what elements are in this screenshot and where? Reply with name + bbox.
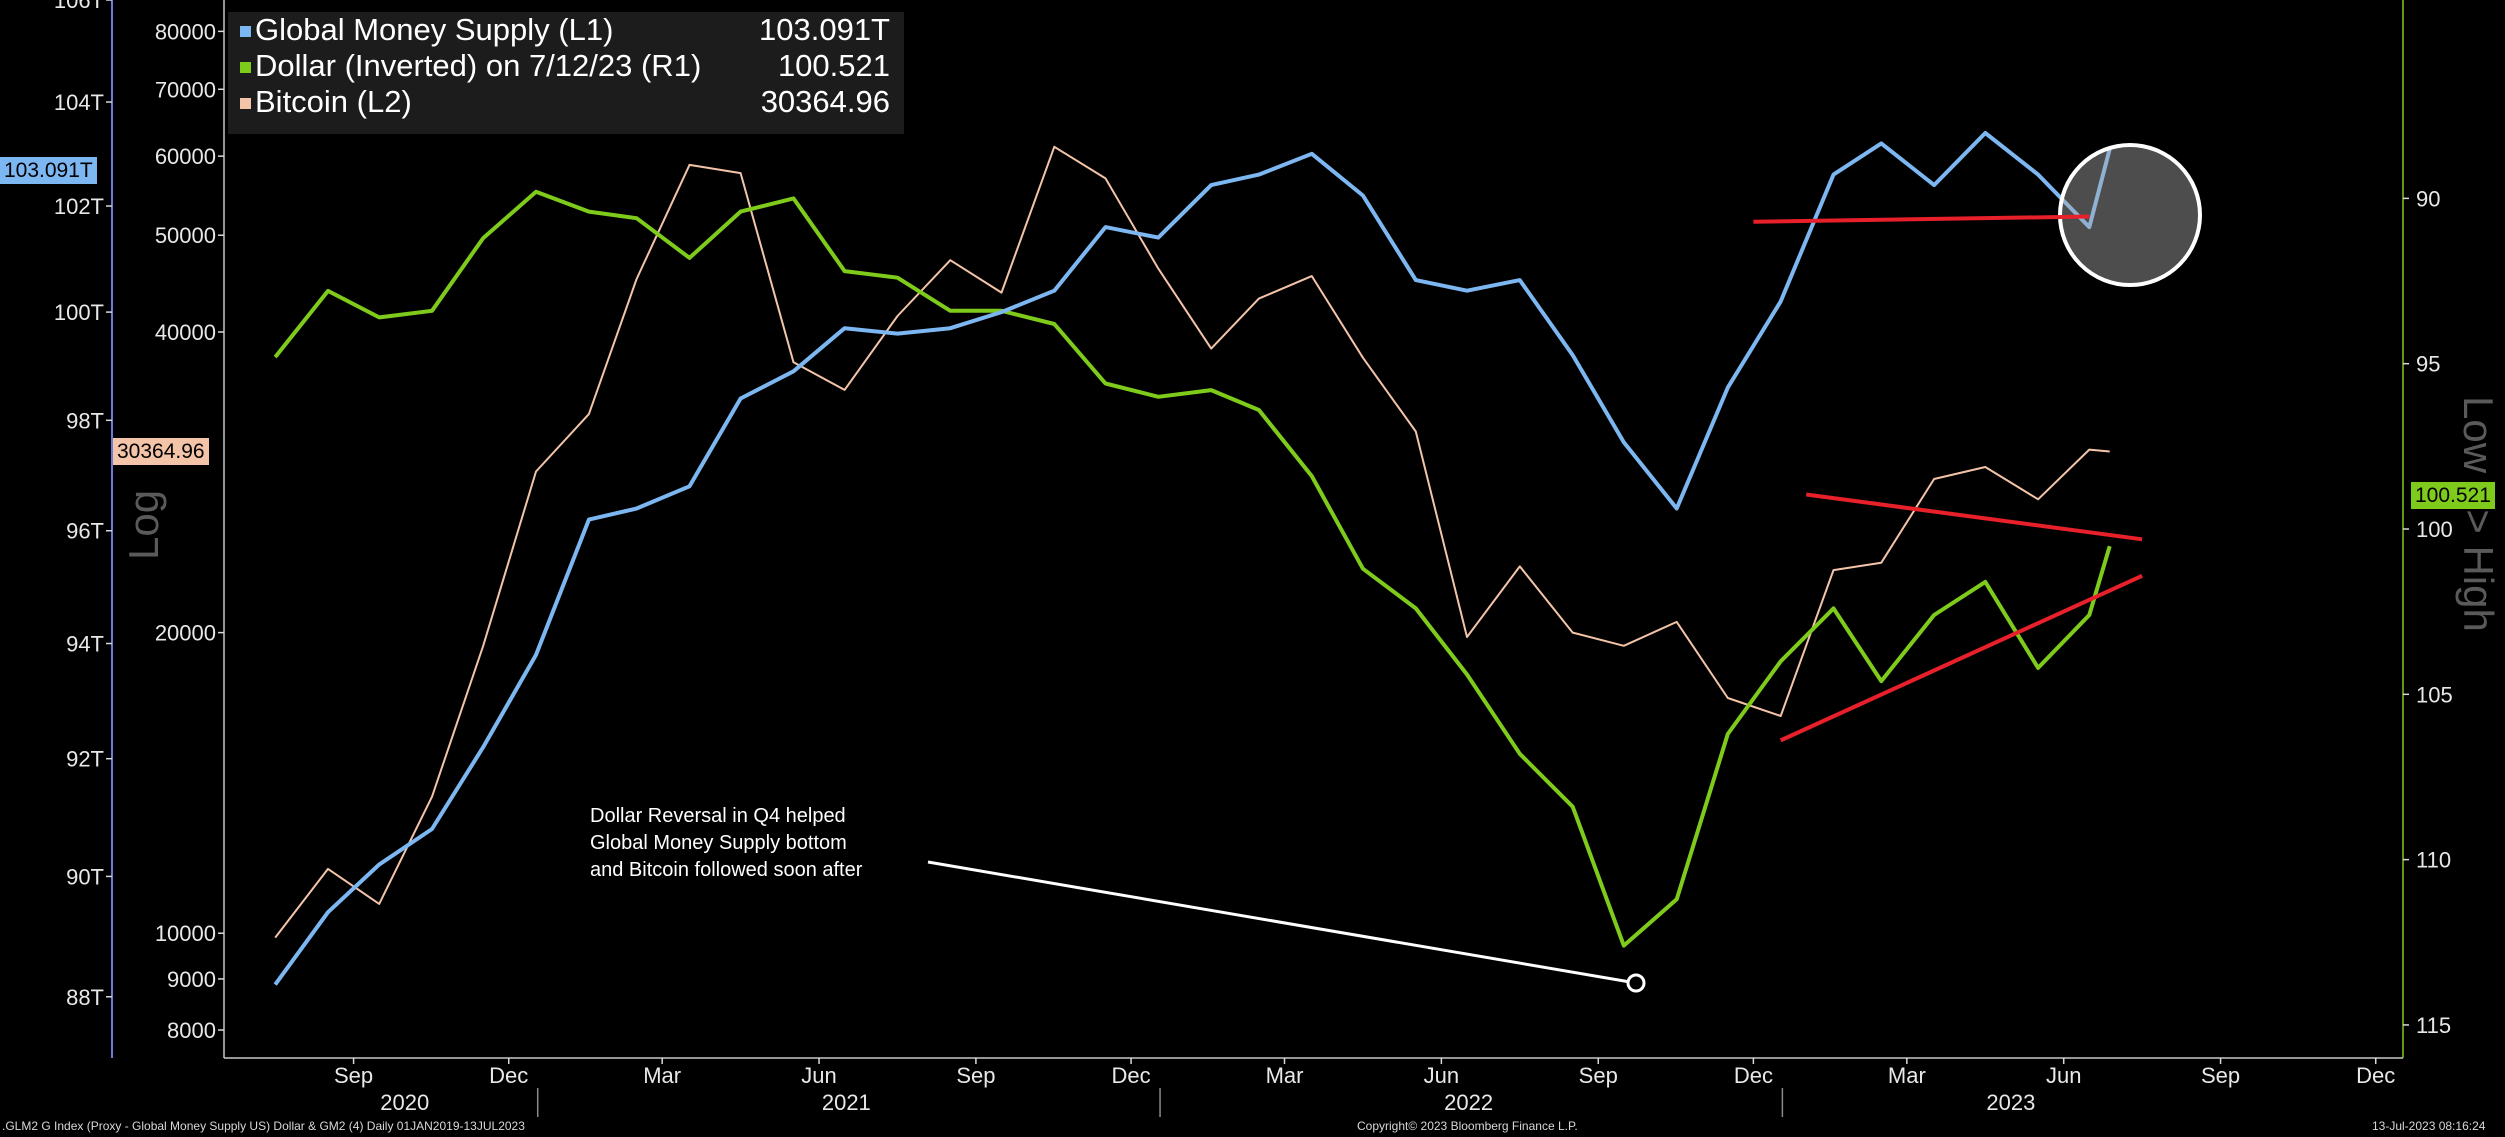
l2-tick-label: 40000 bbox=[155, 320, 216, 345]
x-tick-label: Mar bbox=[643, 1063, 681, 1088]
legend-value: 30364.96 bbox=[760, 84, 890, 119]
l2-tick-label: 50000 bbox=[155, 223, 216, 248]
legend-label: Dollar (Inverted) on 7/12/23 (R1) bbox=[255, 48, 702, 83]
legend-swatch bbox=[240, 62, 251, 73]
money-supply-value-flag: 103.091T bbox=[0, 157, 97, 184]
legend: Global Money Supply (L1) 103.091T Dollar… bbox=[228, 12, 904, 134]
x-tick-label: Sep bbox=[1579, 1063, 1618, 1088]
r1-tick-label: 100 bbox=[2416, 517, 2453, 542]
x-tick-label: Mar bbox=[1888, 1063, 1926, 1088]
footer-source: .GLM2 G Index (Proxy - Global Money Supp… bbox=[2, 1119, 525, 1133]
l1-tick-label: 102T bbox=[54, 194, 104, 219]
r1-tick-label: 110 bbox=[2416, 848, 2451, 873]
r1-tick-group: 90 95 100 105 110 115 bbox=[2403, 186, 2453, 1038]
legend-label: Global Money Supply (L1) bbox=[255, 12, 614, 47]
legend-item-money-supply: Global Money Supply (L1) 103.091T bbox=[228, 12, 904, 48]
overlay-group bbox=[927, 143, 2202, 993]
l2-tick-label: 9000 bbox=[167, 967, 216, 992]
l2-tick-label: 20000 bbox=[155, 621, 216, 646]
annotation-line: Dollar Reversal in Q4 helped bbox=[590, 805, 846, 827]
highlight-circle bbox=[2058, 143, 2202, 287]
series-line bbox=[274, 145, 2110, 939]
dollar-value-flag: 100.521 bbox=[2411, 482, 2495, 509]
legend-item-dollar: Dollar (Inverted) on 7/12/23 (R1) 100.52… bbox=[228, 48, 904, 84]
year-label: 2020 bbox=[380, 1090, 429, 1115]
l2-axis-title: Log bbox=[120, 490, 167, 560]
r1-tick-label: 115 bbox=[2416, 1013, 2451, 1038]
l1-tick-label: 98T bbox=[66, 408, 104, 433]
legend-swatch bbox=[240, 98, 251, 109]
bitcoin-value-flag: 30364.96 bbox=[113, 438, 209, 465]
annotation-text: Dollar Reversal in Q4 helped Global Mone… bbox=[590, 803, 862, 884]
l2-tick-label: 10000 bbox=[155, 921, 216, 946]
x-tick-label: Dec bbox=[1734, 1063, 1773, 1088]
l2-tick-label: 60000 bbox=[155, 144, 216, 169]
legend-value: 103.091T bbox=[759, 12, 890, 47]
trendline bbox=[1753, 214, 2090, 224]
x-tick-label: Jun bbox=[2046, 1063, 2081, 1088]
series-line bbox=[273, 131, 2112, 986]
annotation-line: and Bitcoin followed soon after bbox=[590, 859, 863, 881]
x-tick-label: Dec bbox=[489, 1063, 528, 1088]
r1-tick-label: 95 bbox=[2416, 352, 2440, 377]
year-label: 2023 bbox=[1986, 1090, 2035, 1115]
l2-tick-group: 80000 70000 60000 50000 40000 20000 10000 9000 8… bbox=[155, 19, 224, 1043]
footer-copyright: Copyright© 2023 Bloomberg Finance L.P. bbox=[1357, 1119, 1578, 1133]
legend-item-bitcoin: Bitcoin (L2) 30364.96 bbox=[228, 84, 904, 120]
r1-tick-label: 105 bbox=[2416, 682, 2453, 707]
l1-tick-label: 94T bbox=[66, 632, 104, 657]
trendline bbox=[1779, 573, 2143, 743]
l1-tick-label: 92T bbox=[66, 747, 104, 772]
l1-tick-group: 106T 104T 102T 100T 98T 96T 94T 92T 90T 88T bbox=[54, 0, 112, 1010]
l1-tick-label: 100T bbox=[54, 300, 104, 325]
x-tick-label: Sep bbox=[2201, 1063, 2240, 1088]
series-group bbox=[273, 131, 2112, 986]
series-line bbox=[273, 189, 2112, 948]
l2-tick-label: 80000 bbox=[155, 19, 216, 44]
annotation-marker bbox=[1626, 973, 1646, 993]
x-tick-label: Dec bbox=[2356, 1063, 2395, 1088]
trendline bbox=[1805, 492, 2143, 542]
legend-swatch bbox=[240, 26, 251, 37]
legend-label: Bitcoin (L2) bbox=[255, 84, 412, 119]
annotation-pointer bbox=[927, 860, 1637, 985]
x-tick-group: Sep Dec Mar Jun Sep Dec Mar Jun Sep Dec Mar Jun Sep D… bbox=[334, 1058, 2395, 1117]
r1-axis-title: Low => High bbox=[2455, 396, 2502, 632]
x-tick-label: Jun bbox=[1424, 1063, 1459, 1088]
l1-tick-label: 90T bbox=[66, 864, 104, 889]
l2-tick-label: 8000 bbox=[167, 1018, 216, 1043]
x-tick-label: Mar bbox=[1266, 1063, 1304, 1088]
x-tick-label: Jun bbox=[801, 1063, 836, 1088]
l1-tick-label: 106T bbox=[54, 0, 104, 13]
l1-tick-label: 104T bbox=[54, 90, 104, 115]
x-tick-label: Sep bbox=[956, 1063, 995, 1088]
footer-timestamp: 13-Jul-2023 08:16:24 bbox=[2372, 1119, 2486, 1133]
l1-tick-label: 96T bbox=[66, 519, 104, 544]
year-label: 2021 bbox=[822, 1090, 871, 1115]
x-tick-label: Sep bbox=[334, 1063, 373, 1088]
r1-tick-label: 90 bbox=[2416, 186, 2440, 211]
x-tick-label: Dec bbox=[1112, 1063, 1151, 1088]
year-label: 2022 bbox=[1444, 1090, 1493, 1115]
l1-tick-label: 88T bbox=[66, 985, 104, 1010]
l2-tick-label: 70000 bbox=[155, 77, 216, 102]
legend-value: 100.521 bbox=[777, 48, 890, 83]
annotation-line: Global Money Supply bottom bbox=[590, 832, 847, 854]
